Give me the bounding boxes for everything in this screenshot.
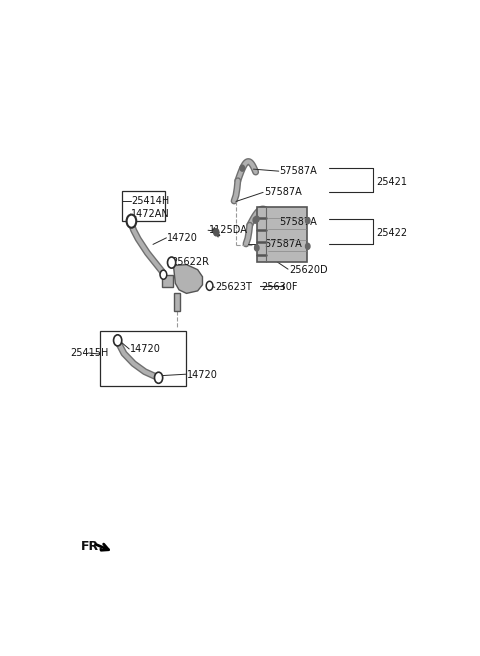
Circle shape bbox=[305, 243, 310, 249]
Circle shape bbox=[214, 229, 219, 236]
Text: 14720: 14720 bbox=[167, 233, 198, 243]
Text: 57587A: 57587A bbox=[264, 239, 301, 249]
Text: 25622R: 25622R bbox=[171, 256, 209, 266]
Circle shape bbox=[127, 216, 135, 227]
Text: 57587A: 57587A bbox=[279, 217, 317, 227]
Text: 25415H: 25415H bbox=[71, 348, 109, 358]
Circle shape bbox=[240, 165, 244, 171]
Circle shape bbox=[155, 372, 163, 383]
Circle shape bbox=[160, 270, 167, 279]
Text: 1472AN: 1472AN bbox=[132, 209, 170, 219]
Circle shape bbox=[254, 216, 259, 222]
Polygon shape bbox=[173, 264, 203, 293]
Circle shape bbox=[254, 245, 259, 251]
Polygon shape bbox=[162, 275, 173, 287]
Circle shape bbox=[305, 218, 310, 224]
Text: 25421: 25421 bbox=[376, 176, 407, 187]
Text: 14720: 14720 bbox=[186, 370, 217, 380]
Circle shape bbox=[206, 281, 213, 291]
Circle shape bbox=[127, 215, 136, 228]
Text: FR.: FR. bbox=[81, 541, 104, 554]
Text: 57587A: 57587A bbox=[279, 166, 317, 176]
Circle shape bbox=[253, 217, 258, 223]
FancyBboxPatch shape bbox=[257, 207, 307, 262]
Text: 1125DA: 1125DA bbox=[209, 225, 248, 236]
Text: 25630F: 25630F bbox=[262, 282, 298, 293]
Circle shape bbox=[114, 335, 122, 346]
Text: 57587A: 57587A bbox=[264, 188, 301, 197]
Text: 25422: 25422 bbox=[376, 228, 408, 238]
Polygon shape bbox=[174, 293, 180, 311]
Text: 25623T: 25623T bbox=[216, 282, 252, 293]
Text: 25620D: 25620D bbox=[289, 264, 327, 275]
Text: 14720: 14720 bbox=[130, 344, 161, 354]
Bar bbox=[122, 191, 165, 221]
Bar bbox=[100, 331, 186, 386]
Text: 25414H: 25414H bbox=[132, 196, 169, 206]
Circle shape bbox=[168, 257, 176, 268]
